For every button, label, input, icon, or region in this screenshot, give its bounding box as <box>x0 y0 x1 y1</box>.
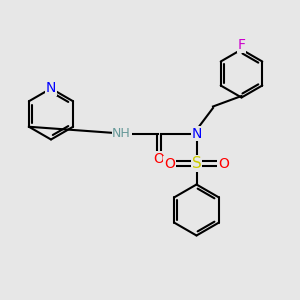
Text: N: N <box>191 127 202 140</box>
Text: O: O <box>164 157 175 170</box>
Text: O: O <box>218 157 229 170</box>
Text: F: F <box>238 38 245 52</box>
Text: NH: NH <box>112 127 131 140</box>
Text: N: N <box>46 82 56 95</box>
Text: O: O <box>154 152 164 166</box>
Text: S: S <box>192 156 201 171</box>
